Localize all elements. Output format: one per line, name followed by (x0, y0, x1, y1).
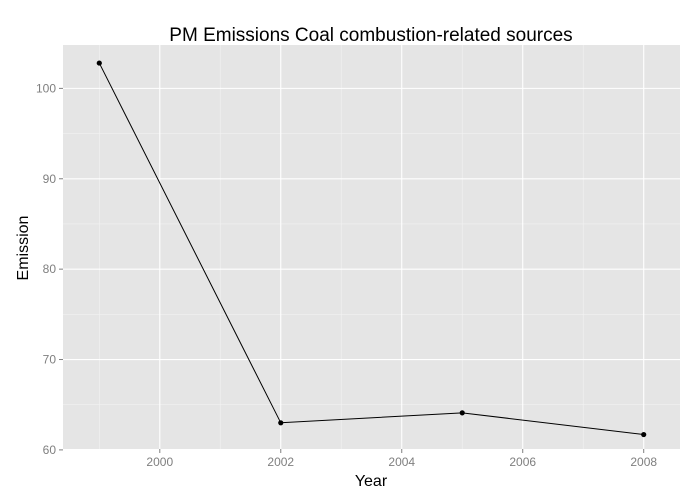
series-line (98, 62, 644, 436)
x-tick-label: 2004 (388, 455, 415, 469)
minor-gridlines (63, 45, 680, 449)
x-tick-label: 2008 (630, 455, 657, 469)
data-point (278, 420, 284, 426)
x-axis-ticks: 2000 2002 2004 2006 2008 (146, 449, 657, 469)
x-tick-label: 2006 (509, 455, 536, 469)
y-tick-label: 100 (36, 81, 56, 95)
x-axis-title: Year (355, 473, 388, 490)
data-point (641, 431, 647, 438)
plot-panel (63, 45, 680, 449)
y-tick-label: 80 (43, 262, 57, 276)
data-point (459, 410, 465, 416)
y-axis-title: Emission (15, 216, 32, 281)
y-tick-label: 90 (43, 172, 57, 186)
chart-title: PM Emissions Coal combustion-related sou… (169, 25, 572, 46)
y-tick-label: 60 (43, 443, 57, 457)
x-tick-label: 2000 (146, 455, 173, 469)
series-group (96, 60, 647, 438)
x-tick-label: 2002 (267, 455, 294, 469)
y-tick-label: 70 (43, 353, 57, 367)
major-gridlines (63, 45, 680, 451)
y-axis-ticks: 60 70 80 90 100 (36, 81, 63, 457)
data-point (96, 60, 102, 66)
